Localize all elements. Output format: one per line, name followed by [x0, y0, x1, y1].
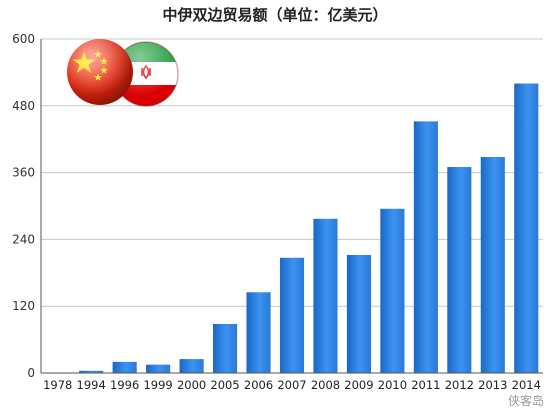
- x-tick-label: 2007: [277, 378, 306, 392]
- bar-2010: [380, 208, 405, 373]
- bar-1994: [79, 370, 104, 373]
- y-tick-label: 0: [27, 366, 35, 380]
- bar-2007: [279, 257, 305, 373]
- watermark-text: 侠客岛: [507, 394, 544, 408]
- bar-2012: [447, 167, 472, 373]
- x-tick-label: 2000: [177, 378, 206, 392]
- x-tick-label: 2009: [344, 378, 373, 392]
- x-tick-label: 2005: [210, 378, 239, 392]
- bar-2008: [313, 218, 338, 373]
- x-tick-label: 2011: [411, 378, 440, 392]
- bar-1996: [112, 361, 137, 373]
- y-tick-label: 360: [12, 166, 35, 180]
- x-tick-label: 1999: [143, 378, 172, 392]
- x-tick-label: 2014: [512, 378, 541, 392]
- y-tick-label: 480: [12, 99, 35, 113]
- x-tick-label: 1978: [43, 378, 72, 392]
- x-tick-label: 1996: [110, 378, 139, 392]
- x-tick-label: 2010: [378, 378, 407, 392]
- x-tick-label: 2006: [244, 378, 273, 392]
- y-tick-label: 120: [12, 299, 35, 313]
- x-tick-label: 2012: [445, 378, 474, 392]
- china-flag-icon: [67, 39, 133, 105]
- x-tick-label: 1994: [77, 378, 106, 392]
- bar-2006: [246, 292, 271, 373]
- x-tick-label: 2013: [478, 378, 507, 392]
- bars: [45, 83, 539, 374]
- bar-2014: [514, 83, 539, 374]
- bar-1999: [146, 364, 171, 373]
- y-axis-ticks: 0 120 240 360 480 600: [12, 32, 35, 380]
- bar-2013: [480, 157, 505, 373]
- bar-2009: [346, 254, 371, 373]
- y-tick-label: 240: [12, 232, 35, 246]
- x-tick-label: 2008: [311, 378, 340, 392]
- bar-2011: [413, 121, 438, 374]
- y-tick-label: 600: [12, 32, 35, 46]
- iran-flag-icon: [113, 41, 179, 107]
- bar-2000: [179, 359, 204, 373]
- bar-2005: [213, 324, 238, 373]
- chart-title: 中伊双边贸易额（单位：亿美元）: [162, 6, 388, 24]
- x-axis-ticks: 1978 1994 1996 1999 2000 2005 2006 2007 2008 2009…: [43, 378, 541, 392]
